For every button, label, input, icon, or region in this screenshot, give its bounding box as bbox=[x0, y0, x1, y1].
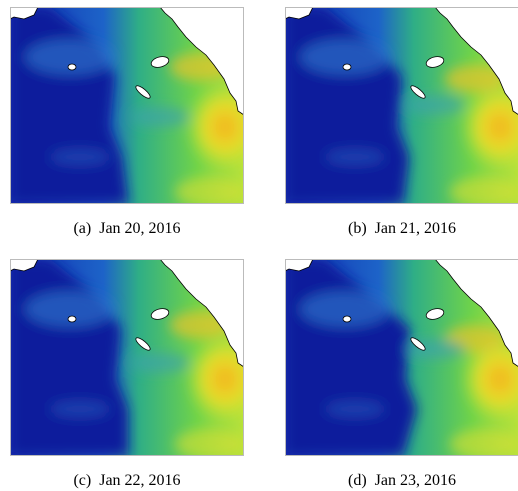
caption-text: Jan 22, 2016 bbox=[99, 472, 181, 489]
caption-label: (a) bbox=[73, 220, 92, 237]
caption: (b) Jan 21, 2016 bbox=[282, 220, 518, 238]
caption: (c) Jan 22, 2016 bbox=[7, 472, 247, 490]
sst-map bbox=[285, 259, 518, 456]
caption-text: Jan 21, 2016 bbox=[374, 220, 456, 237]
caption: (d) Jan 23, 2016 bbox=[282, 472, 518, 490]
caption-text: Jan 20, 2016 bbox=[99, 220, 181, 237]
caption-label: (d) bbox=[348, 472, 367, 489]
sst-map bbox=[10, 7, 244, 204]
sst-map bbox=[10, 259, 244, 456]
caption-text: Jan 23, 2016 bbox=[374, 472, 456, 489]
caption: (a) Jan 20, 2016 bbox=[7, 220, 247, 238]
sst-map bbox=[285, 7, 518, 204]
caption-label: (c) bbox=[73, 472, 92, 489]
caption-label: (b) bbox=[348, 220, 367, 237]
